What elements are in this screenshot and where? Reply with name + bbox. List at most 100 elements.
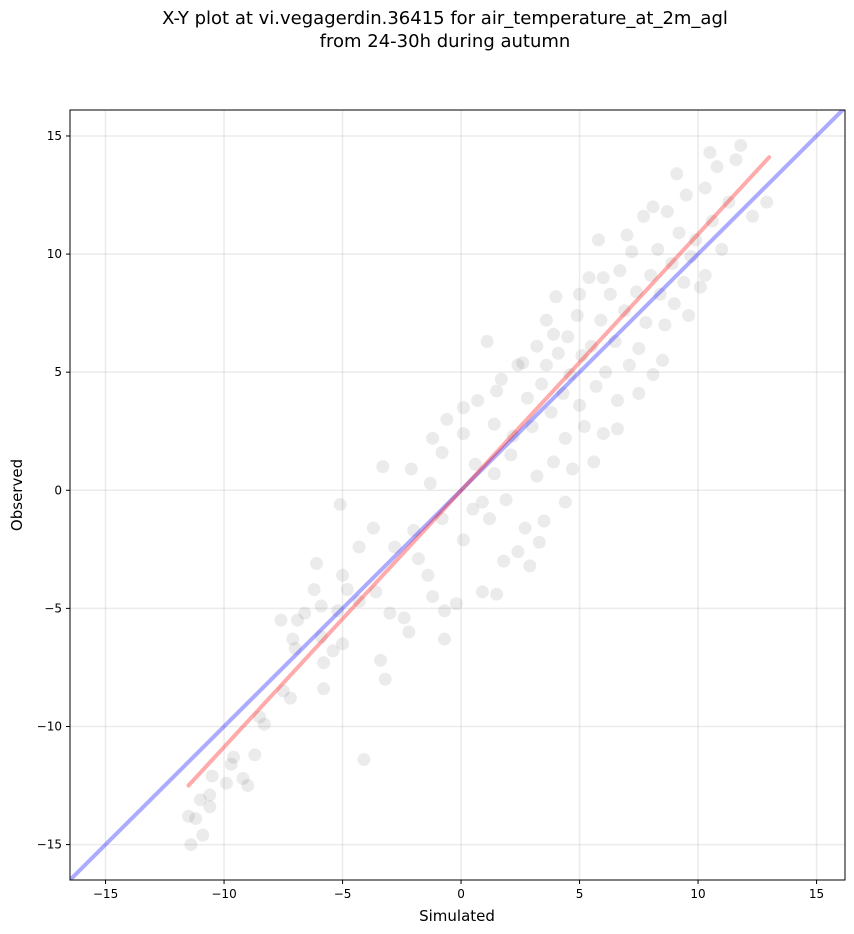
scatter-point — [665, 257, 679, 271]
scatter-point — [516, 356, 530, 370]
scatter-point — [404, 462, 418, 476]
scatter-point — [603, 287, 617, 301]
scatter-point — [456, 533, 470, 547]
scatter-point — [672, 226, 686, 240]
y-tick-label: −15 — [37, 838, 62, 852]
scatter-point — [656, 353, 670, 367]
scatter-point — [679, 188, 693, 202]
scatter-point — [610, 394, 624, 408]
scatter-point — [646, 368, 660, 382]
scatter-point — [565, 462, 579, 476]
scatter-point — [352, 540, 366, 554]
scatter-point — [760, 195, 774, 209]
scatter-point — [530, 339, 544, 353]
y-tick-label: −10 — [37, 719, 62, 733]
scatter-point — [608, 334, 622, 348]
grid-lines — [70, 110, 845, 880]
scatter-point — [456, 401, 470, 415]
scatter-point — [189, 812, 203, 826]
scatter-point — [570, 308, 584, 322]
scatter-point — [241, 779, 255, 793]
scatter-point — [276, 684, 290, 698]
scatter-point — [411, 552, 425, 566]
scatter-point — [475, 495, 489, 509]
scatter-point — [558, 495, 572, 509]
scatter-point — [286, 632, 300, 646]
scatter-point — [539, 358, 553, 372]
scatter-point — [499, 493, 513, 507]
scatter-point — [309, 556, 323, 570]
scatter-point — [537, 514, 551, 528]
x-tick-label: 15 — [809, 887, 824, 901]
scatter-point — [577, 420, 591, 434]
scatter-point — [314, 630, 328, 644]
chart-title-line-2: from 24-30h during autumn — [319, 31, 571, 52]
scatter-point — [632, 342, 646, 356]
scatter-point — [518, 521, 532, 535]
x-axis-ticks: −15 −10 −5 0 5 10 15 — [93, 880, 824, 901]
scatter-point — [490, 587, 504, 601]
scatter-point — [352, 594, 366, 608]
scatter-point — [613, 264, 627, 278]
scatter-point — [625, 245, 639, 259]
scatter-point — [646, 200, 660, 214]
scatter-point — [667, 297, 681, 311]
x-axis-label: Simulated — [419, 907, 495, 925]
scatter-point — [523, 559, 537, 573]
scatter-point — [658, 318, 672, 332]
scatter-point — [651, 242, 665, 256]
scatter-point — [482, 512, 496, 526]
scatter-point — [376, 460, 390, 474]
scatter-point — [653, 287, 667, 301]
scatter-point — [314, 599, 328, 613]
scatter-point — [589, 379, 603, 393]
scatter-point — [257, 717, 271, 731]
scatter-point — [639, 316, 653, 330]
scatter-point — [373, 653, 387, 667]
scatter-point — [546, 455, 560, 469]
scatter-point — [490, 384, 504, 398]
scatter-point — [511, 545, 525, 559]
scatter-point — [746, 209, 760, 223]
scatter-point — [582, 271, 596, 285]
scatter-point — [487, 417, 501, 431]
scatter-point — [426, 590, 440, 604]
scatter-point — [291, 613, 305, 627]
scatter-point — [317, 682, 331, 696]
scatter-point — [475, 585, 489, 599]
scatter-point — [596, 271, 610, 285]
scatter-point — [397, 611, 411, 625]
scatter-point — [584, 339, 598, 353]
scatter-point — [670, 167, 684, 181]
scatter-point — [449, 597, 463, 611]
x-tick-label: 0 — [457, 887, 465, 901]
scatter-point — [253, 710, 267, 724]
scatter-point — [715, 242, 729, 256]
y-tick-label: 0 — [54, 483, 62, 497]
scatter-point — [388, 540, 402, 554]
scatter-point — [440, 412, 454, 426]
scatter-point — [497, 554, 511, 568]
scatter-point — [703, 146, 717, 160]
plot-marks — [70, 110, 845, 880]
scatter-point — [383, 606, 397, 620]
scatter-point — [660, 205, 674, 219]
scatter-point — [629, 285, 643, 299]
scatter-point — [682, 308, 696, 322]
fit-lines — [70, 110, 845, 880]
scatter-point — [596, 427, 610, 441]
scatter-point — [471, 394, 485, 408]
scatter-point — [274, 613, 288, 627]
scatter-point — [402, 625, 416, 639]
scatter-point — [530, 469, 544, 483]
scatter-point — [205, 769, 219, 783]
y-axis-label: Observed — [8, 459, 26, 531]
scatter-point — [637, 209, 651, 223]
scatter-point — [331, 604, 345, 618]
scatter-point — [520, 391, 534, 405]
scatter-point — [549, 290, 563, 304]
scatter-point — [592, 233, 606, 247]
scatter-point — [435, 445, 449, 459]
scatter-point — [366, 521, 380, 535]
